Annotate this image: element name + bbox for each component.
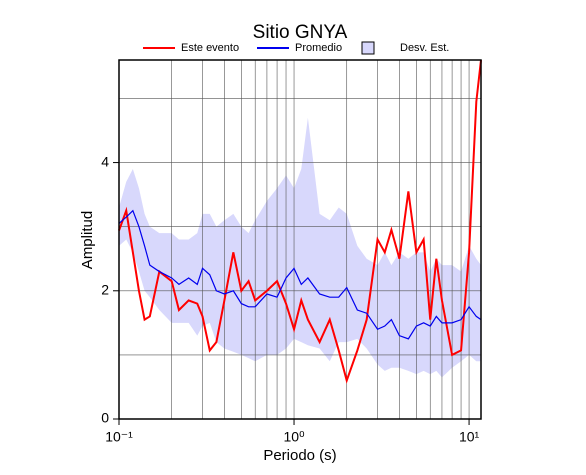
x-axis-label: Periodo (s) — [263, 447, 336, 464]
series-line — [118, 59, 482, 384]
y-tick-label: 2 — [101, 281, 109, 297]
x-tick-label: 10⁰ — [283, 429, 305, 445]
y-tick-label: 0 — [101, 410, 109, 426]
x-tick-label: 10¹ — [459, 429, 480, 445]
y-tick-label: 4 — [101, 153, 109, 169]
series-line — [118, 209, 482, 340]
legend-swatch — [361, 41, 375, 55]
legend-label: Este evento — [181, 42, 239, 54]
plot-frame — [118, 59, 482, 420]
legend-label: Promedio — [295, 42, 342, 54]
y-axis-label: Amplitud — [79, 211, 96, 269]
chart-title: Sitio GNYA — [253, 22, 348, 43]
std-band — [119, 117, 481, 378]
legend-label: Desv. Est. — [400, 42, 449, 54]
x-tick-label: 10⁻¹ — [105, 429, 133, 445]
